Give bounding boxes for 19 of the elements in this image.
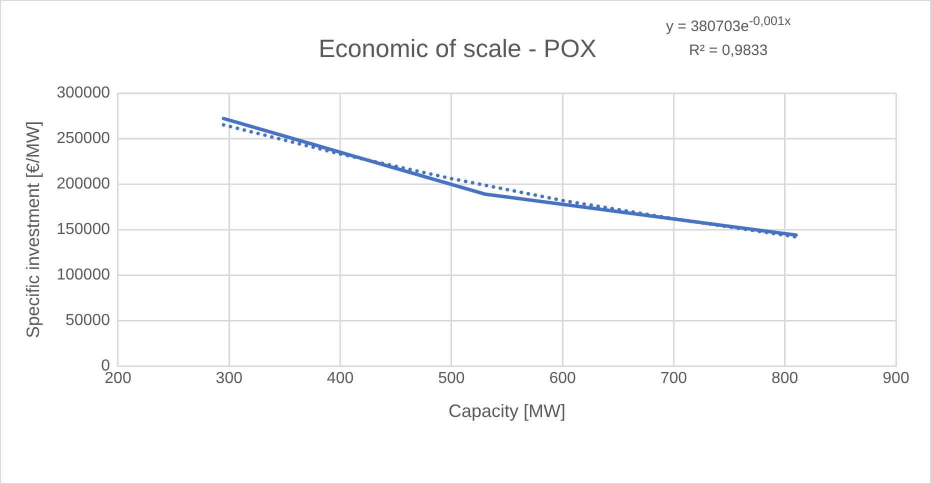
x-tick-label: 900 — [882, 370, 910, 388]
x-tick-label: 300 — [216, 370, 243, 388]
x-tick-label: 800 — [772, 370, 798, 388]
y-tick-label: 50000 — [65, 312, 110, 330]
x-tick-label: 500 — [438, 370, 465, 388]
y-tick-label: 300000 — [56, 84, 110, 102]
y-axis-title: Specific investment [€/MW] — [22, 121, 43, 338]
text: y = 380703e$^{-0,001x}$ — [666, 13, 791, 37]
text: R² = 0,9833 — [688, 41, 769, 61]
x-tick-label: 200 — [104, 370, 132, 388]
x-tick-label: 600 — [549, 370, 576, 388]
chart-title: Economic of scale - POX — [318, 34, 597, 63]
x-tick-label: 400 — [326, 370, 354, 388]
y-tick-label: 150000 — [56, 221, 110, 238]
x-tick-label: 700 — [660, 370, 688, 388]
y-tick-label: 250000 — [56, 130, 110, 147]
x-axis-title: Capacity [MW] — [448, 401, 566, 422]
y-tick-label: 100000 — [56, 266, 110, 284]
y-tick-label: 200000 — [56, 175, 110, 192]
